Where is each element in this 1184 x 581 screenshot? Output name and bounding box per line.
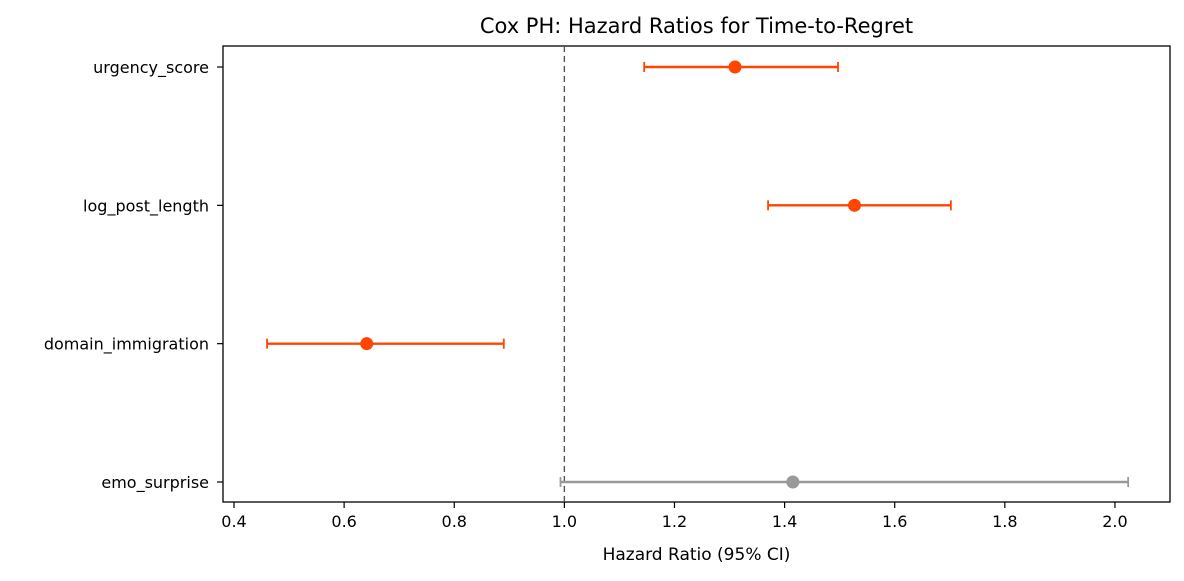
hazard-ratio-point bbox=[786, 475, 800, 489]
chart-title: Cox PH: Hazard Ratios for Time-to-Regret bbox=[480, 14, 913, 38]
y-tick-label: urgency_score bbox=[93, 58, 209, 78]
hazard-ratio-point bbox=[848, 198, 862, 212]
x-tick-label: 1.6 bbox=[882, 512, 907, 531]
plot-area bbox=[222, 45, 1171, 503]
hazard-ratio-point bbox=[728, 60, 742, 74]
x-tick-label: 0.6 bbox=[331, 512, 356, 531]
hazard-ratio-point bbox=[360, 337, 374, 351]
estimate-log_post_length bbox=[767, 198, 952, 212]
estimate-domain_immigration bbox=[266, 337, 505, 351]
x-tick-label: 1.8 bbox=[992, 512, 1017, 531]
x-tick-label: 0.8 bbox=[442, 512, 467, 531]
x-tick-label: 1.2 bbox=[662, 512, 687, 531]
y-axis: urgency_score log_post_length domain_immig… bbox=[44, 58, 223, 493]
y-tick-label: emo_surprise bbox=[101, 473, 209, 493]
estimate-emo_surprise bbox=[559, 475, 1130, 489]
x-tick-label: 1.0 bbox=[552, 512, 577, 531]
x-axis: 0.4 0.6 0.8 1.0 1.2 1.4 1.6 1.8 2.0 bbox=[221, 502, 1128, 531]
x-tick-label: 1.4 bbox=[772, 512, 797, 531]
estimate-urgency_score bbox=[643, 60, 839, 74]
y-tick-label: log_post_length bbox=[83, 196, 209, 216]
x-tick-label: 0.4 bbox=[221, 512, 246, 531]
x-axis-label: Hazard Ratio (95% CI) bbox=[603, 545, 791, 565]
x-tick-label: 2.0 bbox=[1102, 512, 1127, 531]
y-tick-label: domain_immigration bbox=[44, 335, 209, 355]
hazard-ratio-marks bbox=[266, 60, 1130, 489]
